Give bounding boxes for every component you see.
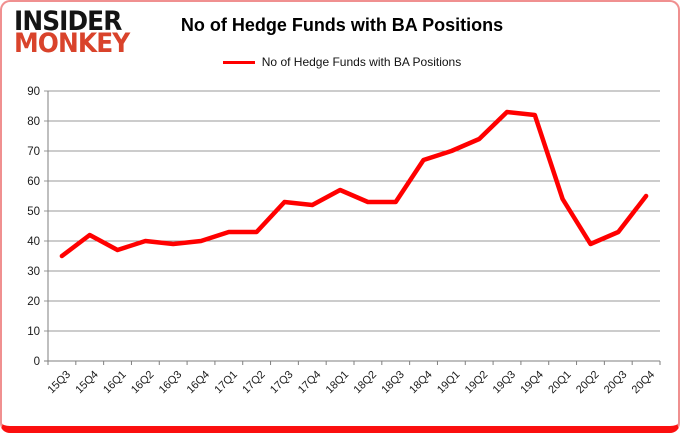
x-tick-label: 15Q3 bbox=[46, 369, 74, 397]
x-tick-label: 19Q2 bbox=[463, 369, 491, 397]
x-tick-label: 18Q3 bbox=[379, 369, 407, 397]
chart-legend: No of Hedge Funds with BA Positions bbox=[2, 55, 678, 69]
y-tick-label: 80 bbox=[27, 116, 40, 128]
y-tick-label: 60 bbox=[27, 176, 40, 188]
y-tick-label: 20 bbox=[27, 296, 40, 308]
x-tick-label: 17Q3 bbox=[268, 369, 296, 397]
x-tick-label: 15Q4 bbox=[73, 369, 101, 397]
x-tick-label: 17Q1 bbox=[212, 369, 240, 397]
logo-text-monkey: MONKEY bbox=[14, 28, 130, 60]
x-tick-label: 16Q3 bbox=[157, 369, 185, 397]
x-tick-label: 18Q4 bbox=[407, 369, 435, 397]
y-tick-label: 30 bbox=[27, 266, 40, 278]
y-tick-label: 70 bbox=[27, 146, 40, 158]
x-tick-label: 16Q4 bbox=[185, 369, 213, 397]
x-tick-label: 20Q2 bbox=[574, 369, 602, 397]
legend-label: No of Hedge Funds with BA Positions bbox=[261, 55, 462, 69]
insider-monkey-logo: INSIDER MONKEY bbox=[14, 6, 139, 60]
y-tick-label: 50 bbox=[27, 206, 40, 218]
x-tick-label: 18Q2 bbox=[352, 369, 380, 397]
x-tick-label: 20Q4 bbox=[630, 369, 658, 397]
y-tick-label: 10 bbox=[27, 326, 40, 338]
y-tick-label: 40 bbox=[27, 236, 40, 248]
x-tick-label: 17Q2 bbox=[240, 369, 268, 397]
x-tick-label: 19Q1 bbox=[435, 369, 463, 397]
series-line bbox=[59, 109, 649, 259]
x-tick-label: 20Q3 bbox=[602, 369, 630, 397]
x-tick-label: 18Q1 bbox=[324, 369, 352, 397]
y-tick-label: 0 bbox=[34, 356, 40, 368]
logo-text-insider: INSIDER bbox=[14, 6, 122, 37]
x-tick-label: 19Q3 bbox=[491, 369, 519, 397]
x-tick-label: 16Q2 bbox=[129, 369, 157, 397]
x-tick-label: 20Q1 bbox=[546, 369, 574, 397]
x-tick-label: 19Q4 bbox=[518, 369, 546, 397]
chart-title: No of Hedge Funds with BA Positions bbox=[180, 15, 504, 35]
x-tick-label: 16Q1 bbox=[101, 369, 129, 397]
x-tick-label: 17Q4 bbox=[296, 369, 324, 397]
legend-line-sample bbox=[222, 60, 255, 64]
y-tick-label: 90 bbox=[27, 86, 40, 98]
